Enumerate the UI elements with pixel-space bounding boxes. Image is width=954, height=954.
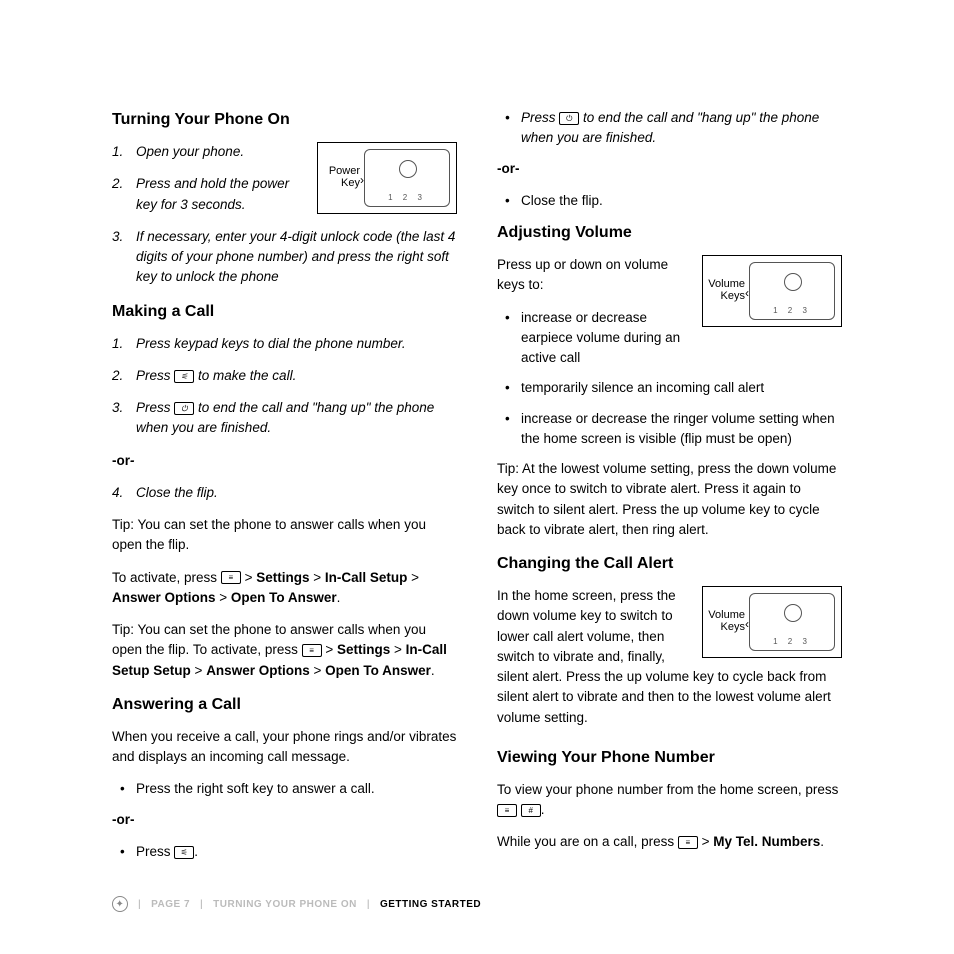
volume-keys-diagram: Volume Keys ‹ [702,586,842,658]
step-text: Open your phone. [136,144,244,159]
menu-key-icon: ≡ [497,804,517,817]
page-number: PAGE 7 [151,899,190,910]
tip-text: Tip: You can set the phone to answer cal… [112,515,457,556]
list-item: increase or decrease the ringer volume s… [497,409,842,450]
list-item: 3.If necessary, enter your 4-digit unloc… [112,227,457,288]
list-item: Press ⚟. [112,842,457,862]
page-footer: ✦ | PAGE 7 | TURNING YOUR PHONE ON | GET… [112,896,481,912]
send-key-icon: ⚟ [174,370,194,383]
footer-logo-icon: ✦ [112,896,128,912]
activate-text: To activate, press ≡ > Settings > In-Cal… [112,568,457,609]
list-item: 1.Press keypad keys to dial the phone nu… [112,334,457,354]
step-text: Press [136,400,174,415]
list-item: Close the flip. [497,191,842,211]
menu-key-icon: ≡ [302,644,322,657]
step-text: If necessary, enter your 4-digit unlock … [136,229,455,285]
diagram-label: Volume Keys [707,278,745,302]
heading-adjusting-volume: Adjusting Volume [497,221,842,245]
heading-answering-call: Answering a Call [112,693,457,717]
step-text: Press [136,368,174,383]
step-text: Press and hold the power key for 3 secon… [136,176,289,211]
heading-turning-on: Turning Your Phone On [112,108,457,132]
end-key-icon: ⏻ [559,112,579,125]
step-text: Close the flip. [136,485,218,500]
heading-viewing-number: Viewing Your Phone Number [497,746,842,770]
right-column: Press ⏻ to end the call and "hang up" th… [497,108,842,872]
send-key-icon: ⚟ [174,846,194,859]
page-columns: Turning Your Phone On Power Key › 1.Open… [112,108,842,872]
heading-changing-call-alert: Changing the Call Alert [497,552,842,576]
list-item: temporarily silence an incoming call ale… [497,378,842,398]
list-item: 1.Open your phone. [112,142,457,162]
list-item: 3.Press ⏻ to end the call and "hang up" … [112,398,457,439]
step-text: Press keypad keys to dial the phone numb… [136,336,406,351]
tip-text: Tip: You can set the phone to answer cal… [112,620,457,681]
body-text: When you receive a call, your phone ring… [112,727,457,768]
menu-key-icon: ≡ [678,836,698,849]
keypad-icon [749,593,835,651]
menu-key-icon: ≡ [221,571,241,584]
breadcrumb: GETTING STARTED [380,899,481,910]
step-text: to make the call. [194,368,296,383]
list-item: Press ⏻ to end the call and "hang up" th… [497,108,842,149]
list-item: 2. Press ⚟ to make the call. [112,366,457,386]
diagram-label: Volume Keys [707,609,745,633]
or-separator: -or- [112,451,457,471]
hash-key-icon: # [521,804,541,817]
or-separator: -or- [112,810,457,830]
heading-making-call: Making a Call [112,300,457,324]
end-key-icon: ⏻ [174,402,194,415]
list-item: 2.Press and hold the power key for 3 sec… [112,174,457,215]
body-text: To view your phone number from the home … [497,780,842,821]
or-separator: -or- [497,159,842,179]
left-column: Turning Your Phone On Power Key › 1.Open… [112,108,457,872]
tip-text: Tip: At the lowest volume setting, press… [497,459,842,540]
breadcrumb: TURNING YOUR PHONE ON [213,899,357,910]
list-item: increase or decrease earpiece volume dur… [497,308,842,369]
list-item: Press the right soft key to answer a cal… [112,779,457,799]
body-text: While you are on a call, press ≡ > My Te… [497,832,842,852]
list-item: 4. Close the flip. [112,483,457,503]
